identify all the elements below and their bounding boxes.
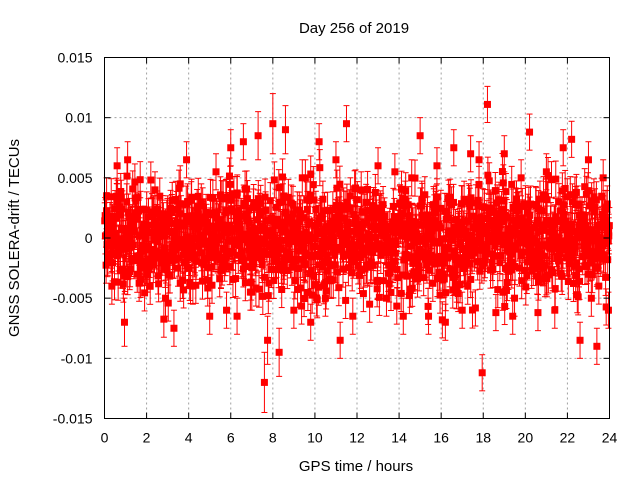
- data-point: [347, 192, 354, 199]
- data-point: [147, 283, 154, 290]
- data-point: [360, 290, 367, 297]
- data-point: [119, 205, 126, 212]
- data-point: [393, 303, 400, 310]
- data-point: [467, 276, 474, 283]
- chart-title: Day 256 of 2019: [299, 20, 409, 37]
- data-point: [316, 164, 323, 171]
- data-point: [270, 277, 277, 284]
- data-point: [310, 196, 317, 203]
- data-point: [486, 177, 493, 184]
- data-point: [526, 212, 533, 219]
- data-point: [243, 185, 250, 192]
- data-point: [335, 284, 342, 291]
- data-point: [319, 196, 326, 203]
- data-point: [466, 203, 473, 210]
- data-point: [314, 296, 321, 303]
- data-point: [208, 282, 215, 289]
- data-point: [336, 181, 343, 188]
- data-point: [180, 286, 187, 293]
- data-point: [120, 281, 127, 288]
- data-point: [502, 188, 509, 195]
- data-point: [508, 181, 515, 188]
- data-point: [414, 276, 421, 283]
- data-point: [271, 176, 278, 183]
- data-point: [522, 283, 529, 290]
- data-point: [530, 264, 537, 271]
- data-point: [232, 275, 239, 282]
- data-point: [409, 285, 416, 292]
- data-point: [457, 281, 464, 288]
- data-point: [354, 196, 361, 203]
- data-point: [492, 187, 499, 194]
- data-point: [371, 234, 378, 241]
- data-point: [491, 253, 498, 260]
- data-point: [476, 181, 483, 188]
- data-point: [234, 189, 241, 196]
- data-point: [376, 294, 383, 301]
- data-point: [275, 184, 282, 191]
- data-point: [345, 219, 352, 226]
- data-point: [538, 207, 545, 214]
- data-point: [455, 290, 462, 297]
- data-point: [301, 295, 308, 302]
- data-point: [147, 177, 154, 184]
- data-point: [442, 289, 449, 296]
- data-point: [279, 173, 286, 180]
- data-point: [117, 188, 124, 195]
- data-point: [323, 287, 330, 294]
- data-point: [464, 283, 471, 290]
- data-point: [255, 286, 262, 293]
- data-point: [380, 201, 387, 208]
- data-point: [124, 173, 131, 180]
- data-point: [160, 316, 167, 323]
- data-point: [381, 212, 388, 219]
- data-point: [370, 262, 377, 269]
- data-point: [278, 286, 285, 293]
- data-point: [472, 304, 479, 311]
- data-point: [342, 297, 349, 304]
- data-point: [127, 265, 134, 272]
- data-point: [433, 193, 440, 200]
- data-point: [137, 176, 144, 183]
- data-point: [265, 292, 272, 299]
- data-point: [302, 260, 309, 267]
